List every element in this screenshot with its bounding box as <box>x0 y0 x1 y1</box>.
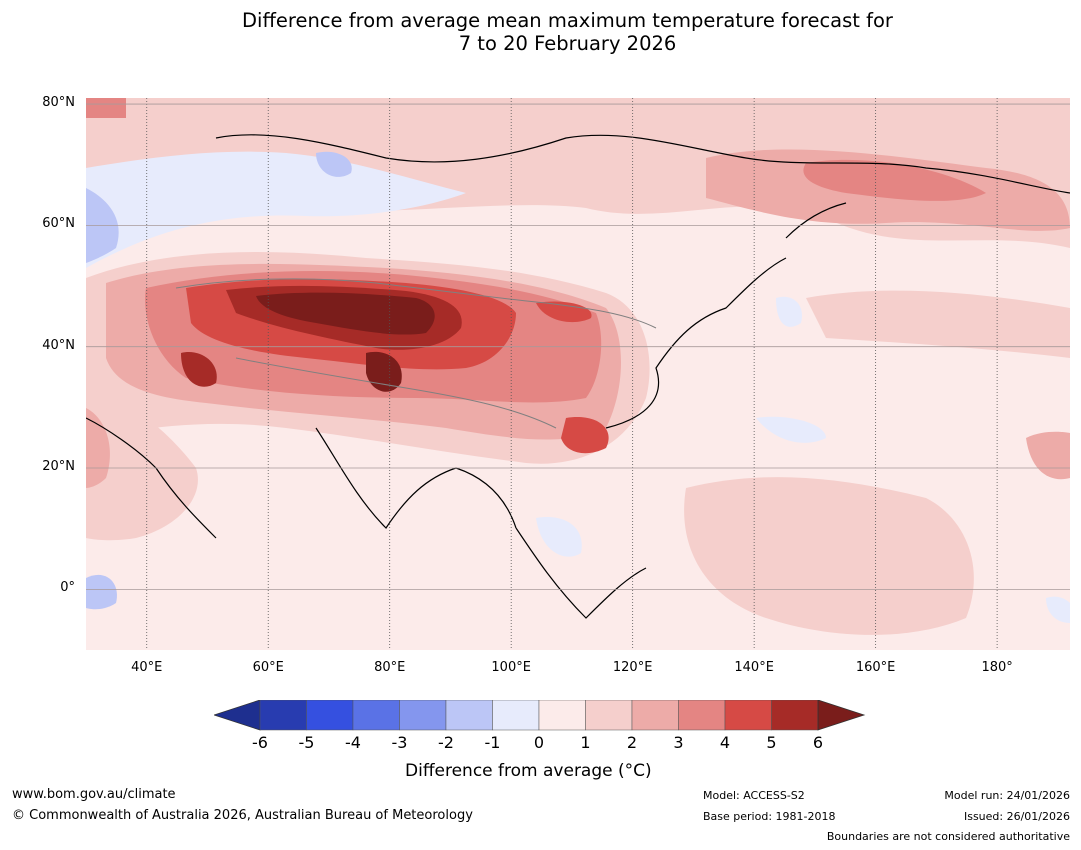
colorbar-swatch <box>585 700 633 731</box>
coastline-arctic <box>215 134 1070 194</box>
lon-label: 180° <box>981 660 1013 675</box>
colorbar-swatch <box>399 700 447 731</box>
lat-label: 80°N <box>42 95 75 111</box>
copyright-text: © Commonwealth of Australia 2026, Austra… <box>12 808 473 823</box>
colorbar-tick-label: -5 <box>298 733 315 752</box>
forecast-map <box>86 98 1070 650</box>
model-run-date: Model run: 24/01/2026 <box>944 789 1070 802</box>
anomaly-zone-cool-sea <box>536 517 582 557</box>
country-borders <box>175 278 657 429</box>
base-period: Base period: 1981-2018 <box>703 810 836 823</box>
coastline-kamchatka <box>785 202 847 239</box>
lat-label: 0° <box>60 580 75 596</box>
website-link[interactable]: www.bom.gov.au/climate <box>12 787 176 802</box>
colorbar-label: Difference from average (°C) <box>405 761 652 781</box>
coastlines <box>86 134 1070 619</box>
anomaly-zone-cool-pacific <box>756 416 826 443</box>
boundaries-note: Boundaries are not considered authoritat… <box>826 830 1070 843</box>
colorbar-tick-label: 2 <box>626 733 638 752</box>
colorbar-swatch <box>538 700 586 731</box>
anomaly-zone-cool-equator <box>86 574 117 610</box>
grid-lines <box>86 98 1070 650</box>
anomaly-zone-chukotka <box>803 159 986 201</box>
colorbar-tick-label: 1 <box>580 733 591 752</box>
title-line-2: 7 to 20 February 2026 <box>458 32 677 55</box>
colorbar-swatch <box>259 700 307 731</box>
lon-label: 100°E <box>491 660 531 675</box>
lon-label: 140°E <box>734 660 774 675</box>
colorbar <box>214 700 866 731</box>
lon-label: 60°E <box>252 660 284 675</box>
anomaly-zone-cool-west <box>86 151 466 268</box>
title-line-1: Difference from average mean maximum tem… <box>242 9 893 32</box>
anomaly-zone-cool-east <box>1046 596 1070 623</box>
colorbar-swatch <box>306 700 354 731</box>
lat-label: 20°N <box>42 459 75 475</box>
colorbar-tick-label: -4 <box>345 733 361 752</box>
chart-title: Difference from average mean maximum tem… <box>0 9 1081 55</box>
anomaly-zone-extreme <box>256 292 435 335</box>
lon-label: 80°E <box>374 660 406 675</box>
colorbar-swatch <box>678 700 726 731</box>
lat-label: 40°N <box>42 337 75 353</box>
colorbar-tick-label: 0 <box>533 733 545 752</box>
colorbar-tick-label: -1 <box>484 733 501 752</box>
colorbar-extend-high <box>817 700 866 731</box>
coastline-east-asia <box>605 257 787 429</box>
colorbar-tick-label: 3 <box>673 733 684 752</box>
issued-date: Issued: 26/01/2026 <box>963 810 1070 823</box>
anomaly-zone-hot-china <box>561 417 609 454</box>
colorbar-swatch <box>631 700 679 731</box>
colorbar-tick-label: -6 <box>252 733 268 752</box>
anomaly-zone-pacific <box>684 477 974 635</box>
lon-label: 40°E <box>131 660 163 675</box>
colorbar-tick-label: 4 <box>719 733 731 752</box>
colorbar-tick-label: 6 <box>812 733 824 752</box>
border-south-asia <box>235 357 557 429</box>
model-name: Model: ACCESS-S2 <box>703 789 805 802</box>
border-central-asia <box>175 278 657 329</box>
anomaly-zone-pacific-east <box>806 290 1070 358</box>
anomaly-zone-cool-japan <box>776 296 802 327</box>
lat-label: 60°N <box>42 216 75 232</box>
colorbar-tick-label: 5 <box>766 733 777 752</box>
lon-label: 120°E <box>612 660 653 675</box>
colorbar-tick-label: -2 <box>438 733 454 752</box>
colorbar-swatch <box>771 700 819 731</box>
anomaly-zone-cool-patch <box>316 151 352 177</box>
anomaly-zone-pacific-far-east <box>1026 431 1070 480</box>
anomaly-zone-middle-east <box>86 388 198 541</box>
anomaly-zone-extreme-south <box>366 351 402 392</box>
colorbar-swatch <box>724 700 772 731</box>
anomaly-zone-hot-caspian <box>181 352 217 387</box>
coastline-india <box>315 427 517 529</box>
anomaly-zone-arctic-west <box>86 98 126 118</box>
anomaly-zone-hot-mongolia <box>536 301 592 323</box>
lon-label: 160°E <box>855 660 896 675</box>
colorbar-swatch <box>492 700 540 731</box>
colorbar-swatch <box>352 700 400 731</box>
colorbar-tick-label: -3 <box>391 733 408 752</box>
colorbar-swatch <box>445 700 493 731</box>
map-anomaly-layer <box>86 98 1070 650</box>
coastline-southeast-asia <box>515 527 647 619</box>
colorbar-extend-low <box>214 700 261 731</box>
